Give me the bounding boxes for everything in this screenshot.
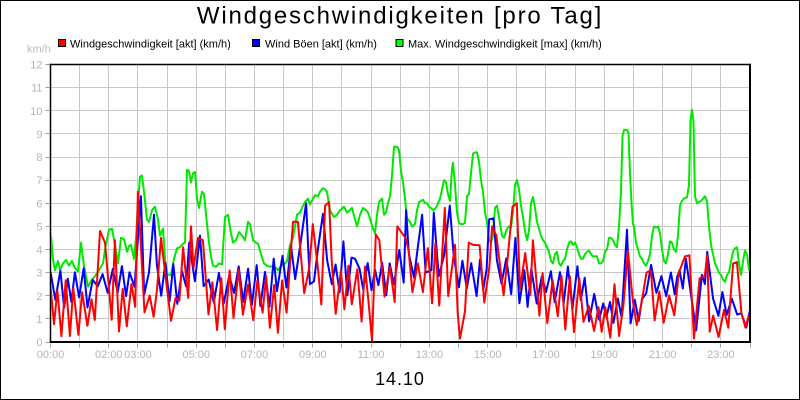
svg-text:03:00: 03:00 <box>124 349 152 361</box>
svg-text:15:00: 15:00 <box>474 349 502 361</box>
svg-text:12: 12 <box>30 60 42 72</box>
svg-text:Max. Windgeschwindigkeit [max]: Max. Windgeschwindigkeit [max] (km/h) <box>408 39 602 51</box>
svg-text:05:00: 05:00 <box>182 349 210 361</box>
svg-text:11: 11 <box>31 83 42 95</box>
svg-text:13:00: 13:00 <box>416 349 444 361</box>
svg-text:Windgeschwindigkeiten [pro Tag: Windgeschwindigkeiten [pro Tag] <box>197 3 603 30</box>
svg-text:17:00: 17:00 <box>532 349 560 361</box>
svg-text:2: 2 <box>36 291 42 303</box>
svg-text:10: 10 <box>30 106 42 118</box>
svg-text:6: 6 <box>36 198 42 210</box>
svg-text:11:00: 11:00 <box>358 349 385 361</box>
svg-text:5: 5 <box>36 221 42 233</box>
svg-text:Windgeschwindigkeit [akt] (km/: Windgeschwindigkeit [akt] (km/h) <box>70 39 231 51</box>
svg-text:0: 0 <box>36 337 42 349</box>
svg-text:7: 7 <box>36 175 42 187</box>
svg-text:19:00: 19:00 <box>591 349 619 361</box>
svg-text:8: 8 <box>36 152 42 164</box>
svg-text:3: 3 <box>36 268 42 280</box>
svg-text:21:00: 21:00 <box>649 349 677 361</box>
svg-text:02:00: 02:00 <box>95 349 123 361</box>
svg-text:9: 9 <box>36 129 42 141</box>
svg-text:14.10: 14.10 <box>375 369 425 389</box>
svg-text:09:00: 09:00 <box>299 349 327 361</box>
svg-text:km/h: km/h <box>27 44 51 56</box>
svg-text:23:00: 23:00 <box>707 349 735 361</box>
svg-text:07:00: 07:00 <box>241 349 269 361</box>
svg-text:4: 4 <box>36 245 42 257</box>
svg-text:Wind Böen [akt] (km/h): Wind Böen [akt] (km/h) <box>265 39 377 51</box>
svg-text:1: 1 <box>36 314 42 326</box>
svg-text:00:00: 00:00 <box>37 349 65 361</box>
